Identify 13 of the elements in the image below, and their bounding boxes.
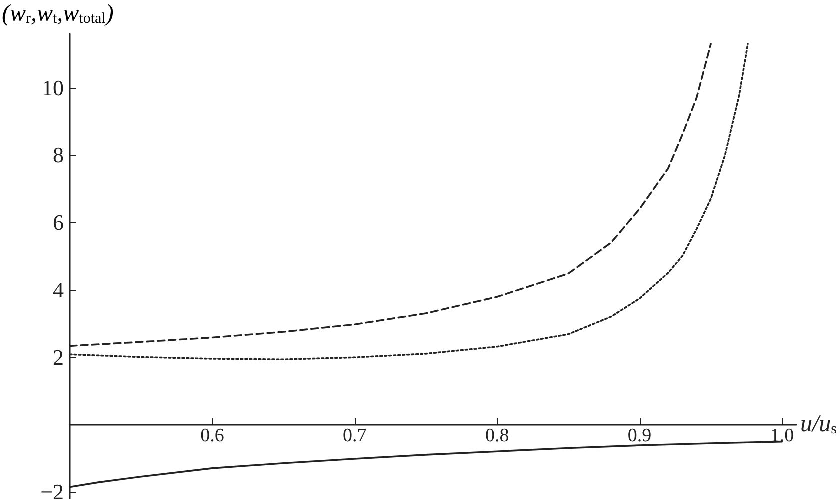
y-tick-label: −2 [40, 480, 64, 503]
x-tick-label: 0.6 [200, 425, 224, 446]
x-tick-label: 0.8 [485, 425, 510, 446]
x-tick-label: 1.0 [770, 425, 794, 446]
x-axis-title: u/us [800, 411, 838, 438]
y-tick-label: 6 [53, 210, 64, 236]
x-tick-label: 0.9 [628, 425, 652, 446]
y-axis-title: (wr,wt,wtotal) [2, 1, 114, 27]
y-tick-label: 4 [53, 277, 64, 302]
y-tick-label: 10 [42, 75, 64, 100]
y-tick-label: 2 [53, 344, 64, 370]
x-tick-label: 0.7 [343, 425, 367, 446]
y-tick-label: 8 [53, 142, 64, 168]
